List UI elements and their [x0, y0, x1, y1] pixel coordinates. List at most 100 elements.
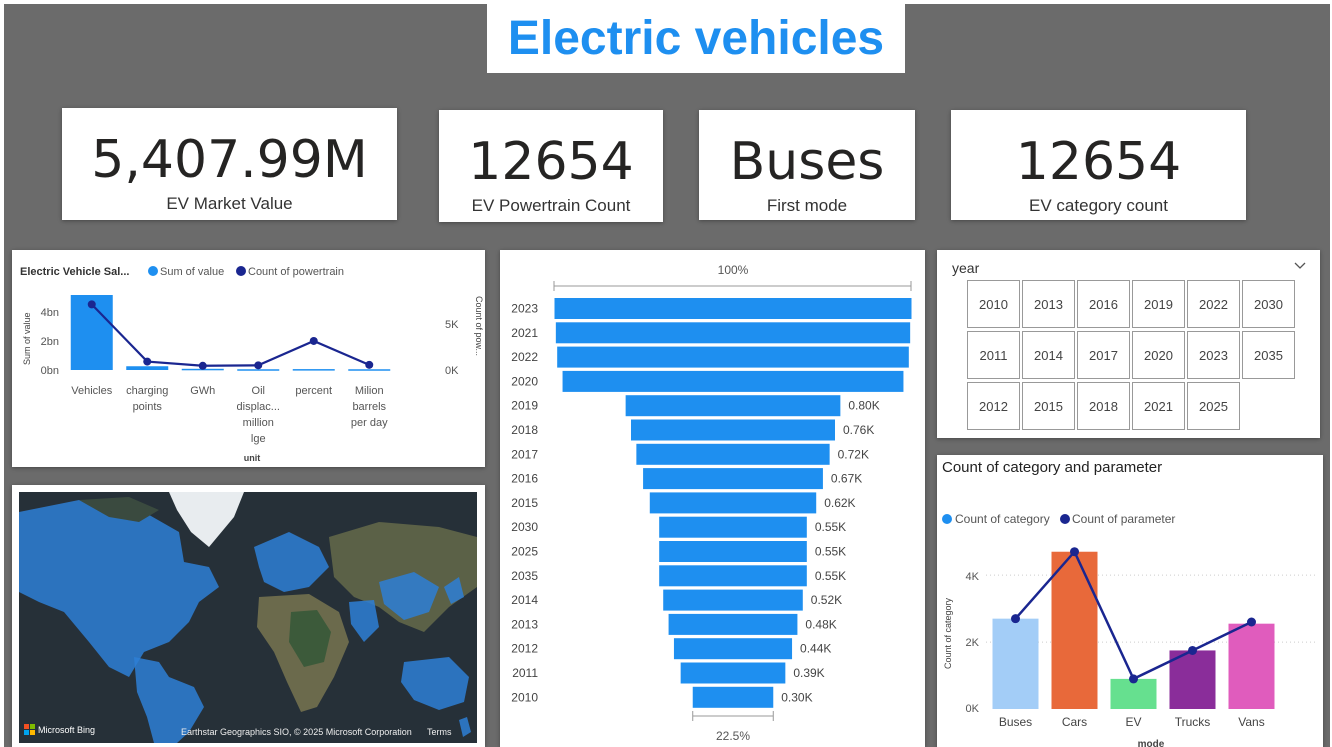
year-option-2021[interactable]: 2021 — [1132, 382, 1185, 430]
combo-line-point[interactable] — [365, 360, 374, 369]
combo-line-point[interactable] — [198, 361, 207, 370]
legend-label-count[interactable]: Count of powertrain — [248, 266, 344, 278]
funnel-category-label: 2010 — [511, 690, 538, 704]
funnel-category-label: 2012 — [511, 642, 538, 656]
mode-bar[interactable] — [1051, 551, 1098, 709]
combo-bar[interactable] — [126, 366, 169, 370]
mode-bar[interactable] — [992, 618, 1039, 709]
funnel-data-label: 0.30K — [781, 690, 812, 704]
mode-bar[interactable] — [1110, 678, 1157, 709]
chevron-down-icon[interactable] — [1294, 262, 1306, 270]
map-card[interactable]: Microsoft Bing Earthstar Geographics SIO… — [12, 485, 485, 747]
funnel-bar[interactable] — [643, 468, 823, 490]
x-tick-label: Buses — [999, 715, 1032, 729]
year-option-2018[interactable]: 2018 — [1077, 382, 1130, 430]
combo-line-point[interactable] — [309, 336, 318, 345]
year-option-2014[interactable]: 2014 — [1022, 331, 1075, 379]
funnel-bar[interactable] — [649, 492, 817, 514]
y-tick-right: 0K — [445, 365, 459, 377]
kpi-card-category-count[interactable]: 12654 EV category count — [951, 110, 1246, 220]
combo-bar[interactable] — [237, 369, 280, 371]
combo-line-point[interactable] — [254, 361, 263, 370]
funnel-bar[interactable] — [680, 662, 786, 684]
year-option-2023[interactable]: 2023 — [1187, 331, 1240, 379]
combo-chart-card[interactable]: Electric Vehicle Sal... Sum of value Cou… — [12, 250, 485, 467]
year-option-2013[interactable]: 2013 — [1022, 280, 1075, 328]
legend-label-category[interactable]: Count of category — [955, 512, 1050, 526]
mode-chart-card[interactable]: Count of category and parameter Count of… — [937, 455, 1323, 747]
funnel-data-label: 0.44K — [800, 642, 831, 656]
funnel-bar[interactable] — [555, 322, 911, 344]
legend-label-sum[interactable]: Sum of value — [160, 266, 224, 278]
kpi-card-powertrain-count[interactable]: 12654 EV Powertrain Count — [439, 110, 663, 222]
year-option-2015[interactable]: 2015 — [1022, 382, 1075, 430]
mode-line-point[interactable] — [1247, 617, 1256, 627]
combo-line-point[interactable] — [87, 300, 96, 309]
y-tick-right: 5K — [445, 319, 459, 331]
x-tick-label: lge — [251, 433, 266, 445]
year-option-2025[interactable]: 2025 — [1187, 382, 1240, 430]
kpi-value: 12654 — [468, 132, 634, 192]
year-option-2016[interactable]: 2016 — [1077, 280, 1130, 328]
x-tick-label: EV — [1125, 715, 1141, 729]
legend-label-parameter[interactable]: Count of parameter — [1072, 512, 1175, 526]
world-map[interactable]: Microsoft Bing Earthstar Geographics SIO… — [19, 492, 477, 743]
funnel-bar[interactable] — [659, 516, 807, 538]
mode-bar[interactable] — [1228, 623, 1275, 709]
south-america-shape — [134, 657, 204, 743]
funnel-data-label: 0.67K — [831, 472, 862, 486]
funnel-bar[interactable] — [554, 298, 912, 319]
funnel-bar[interactable] — [557, 346, 909, 368]
y-tick-left: 2bn — [41, 336, 59, 348]
mode-bar[interactable] — [1169, 650, 1216, 709]
map-terms-link[interactable]: Terms — [427, 727, 452, 737]
year-option-2010[interactable]: 2010 — [967, 280, 1020, 328]
kpi-label: EV Market Value — [166, 194, 293, 213]
funnel-bar[interactable] — [692, 686, 774, 708]
year-option-2030[interactable]: 2030 — [1242, 280, 1295, 328]
funnel-bar[interactable] — [659, 565, 807, 587]
year-option-2019[interactable]: 2019 — [1132, 280, 1185, 328]
europe-shape — [254, 532, 329, 592]
funnel-bar[interactable] — [668, 613, 798, 635]
x-tick-label: million — [243, 417, 274, 429]
kpi-card-market-value[interactable]: 5,407.99M EV Market Value — [62, 108, 397, 220]
funnel-category-label: 2017 — [511, 447, 538, 461]
funnel-chart: 100% 2023 2021 2022 2020 2019 0.80K 2018 0.76K 2… — [511, 263, 912, 743]
year-option-2020[interactable]: 2020 — [1132, 331, 1185, 379]
australia-shape — [401, 657, 469, 710]
funnel-category-label: 2035 — [511, 569, 538, 583]
funnel-bar[interactable] — [636, 443, 830, 465]
funnel-chart-card[interactable]: 100% 2023 2021 2022 2020 2019 0.80K 2018 0.76K 2… — [500, 250, 925, 747]
funnel-bar[interactable] — [673, 638, 793, 660]
year-option-2012[interactable]: 2012 — [967, 382, 1020, 430]
funnel-bar[interactable] — [631, 419, 835, 441]
mode-line-point[interactable] — [1129, 674, 1138, 684]
funnel-bar[interactable] — [659, 541, 807, 562]
y-tick-left: 4bn — [41, 307, 59, 319]
funnel-bar[interactable] — [562, 370, 904, 392]
bing-logo-text: Microsoft Bing — [38, 724, 96, 735]
new-zealand-shape — [459, 717, 471, 737]
combo-line-series — [90, 303, 370, 367]
year-option-2017[interactable]: 2017 — [1077, 331, 1130, 379]
year-option-2022[interactable]: 2022 — [1187, 280, 1240, 328]
mode-line-point[interactable] — [1070, 547, 1079, 557]
combo-line-point[interactable] — [143, 357, 152, 366]
map-attribution: Earthstar Geographics SIO, © 2025 Micros… — [181, 727, 412, 737]
mode-line-point[interactable] — [1188, 645, 1197, 655]
year-slicer-card[interactable]: year 2010 2013 2016 2019 2022 2030 2011 2014 201… — [937, 250, 1320, 438]
year-option-2035[interactable]: 2035 — [1242, 331, 1295, 379]
funnel-data-label: 0.80K — [848, 399, 879, 413]
year-option-2011[interactable]: 2011 — [967, 331, 1020, 379]
combo-bar[interactable] — [292, 369, 335, 371]
kpi-label: EV Powertrain Count — [471, 196, 631, 215]
combo-bar[interactable] — [348, 369, 391, 371]
mode-line-point[interactable] — [1011, 614, 1020, 624]
funnel-bar[interactable] — [663, 589, 803, 611]
y-tick-left: 0bn — [41, 365, 59, 377]
kpi-card-first-mode[interactable]: Buses First mode — [699, 110, 915, 220]
bing-logo: Microsoft Bing — [24, 724, 95, 735]
funnel-bar[interactable] — [625, 395, 841, 417]
x-tick-label: charging — [126, 385, 168, 397]
